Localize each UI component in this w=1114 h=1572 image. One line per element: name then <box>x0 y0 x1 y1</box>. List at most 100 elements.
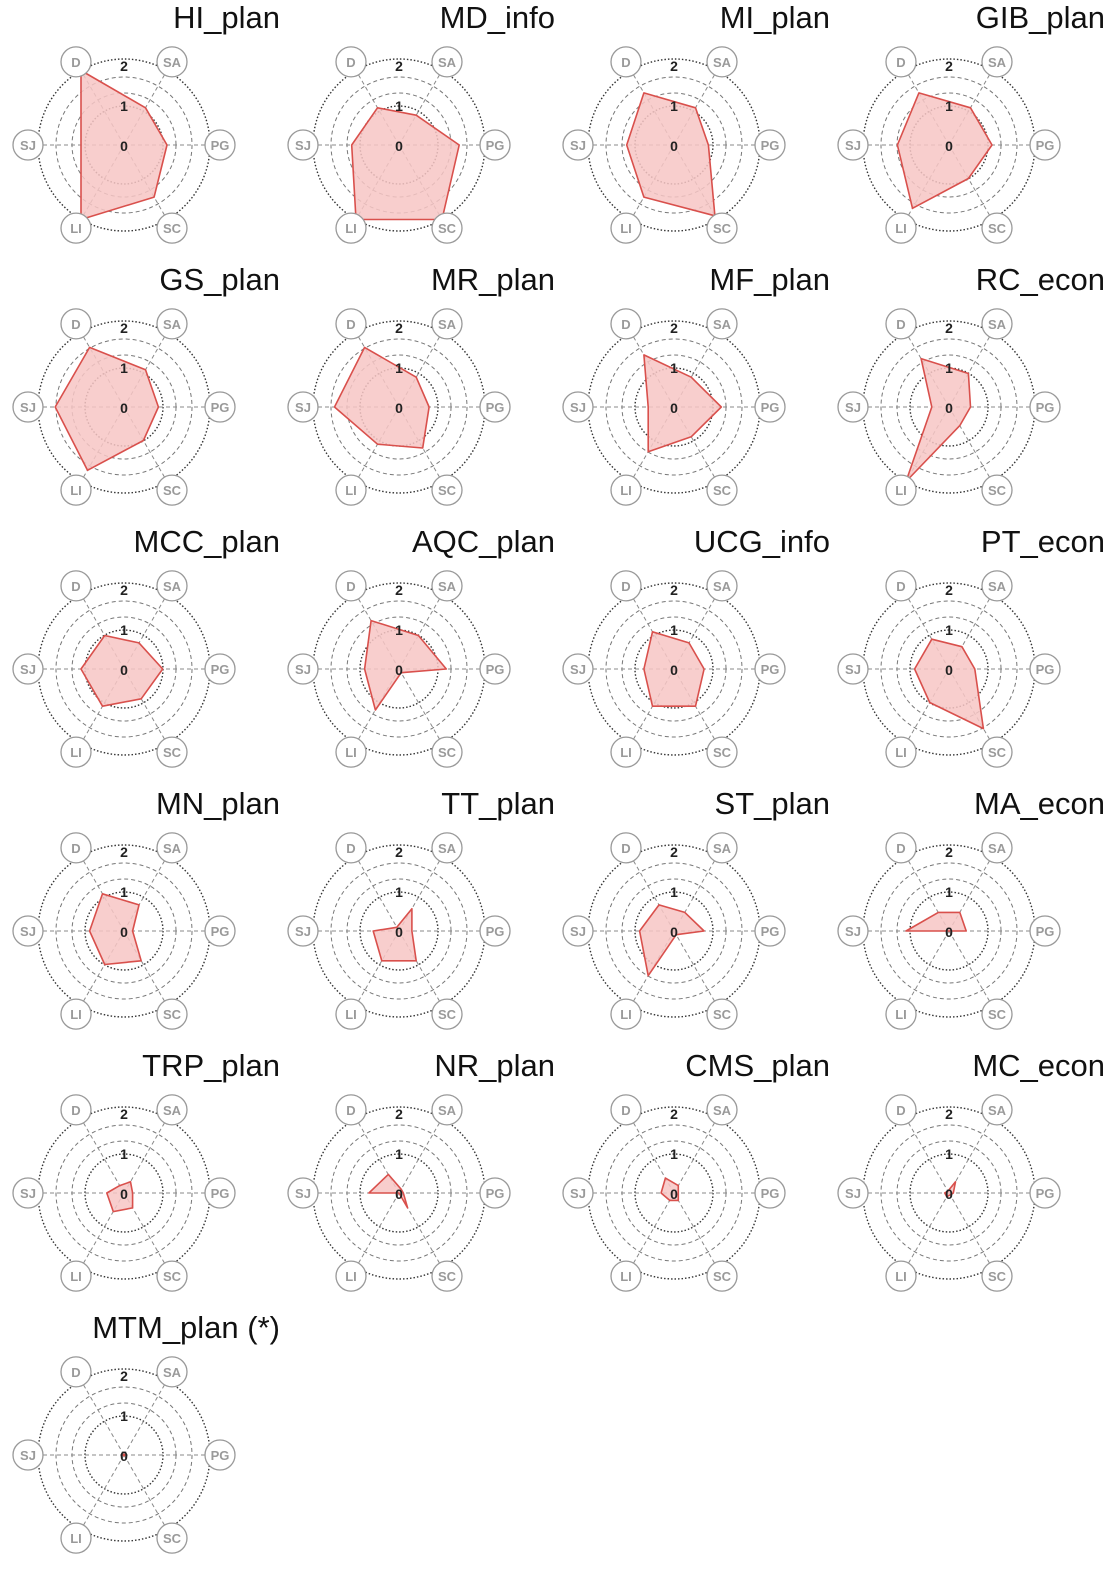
svg-text:SJ: SJ <box>570 1186 586 1201</box>
axis-label-d: D <box>885 46 917 78</box>
grid-ring <box>55 1386 193 1524</box>
svg-text:LI: LI <box>895 1007 907 1022</box>
axis-spoke <box>123 1454 169 1532</box>
axis-label-sa: SA <box>706 46 738 78</box>
r-tick-label: 2 <box>670 58 678 74</box>
axis-spoke <box>948 930 994 1008</box>
svg-text:SA: SA <box>438 579 457 594</box>
axis-label-sc: SC <box>156 212 188 244</box>
svg-text:SJ: SJ <box>20 138 36 153</box>
grid-ring <box>880 600 1018 738</box>
r-tick-label: 2 <box>120 1106 128 1122</box>
radar-panel: MTM_plan (*) 0 1 2 SA PG SC LI SJ D <box>12 1310 280 1572</box>
radar-chart: 0 1 2 SA PG SC LI SJ D <box>837 570 1061 768</box>
svg-text:SA: SA <box>163 841 182 856</box>
svg-text:SC: SC <box>163 221 182 236</box>
axis-label-sc: SC <box>706 998 738 1030</box>
grid-ring <box>880 1124 1018 1262</box>
axis-label-sc: SC <box>431 998 463 1030</box>
grid-ring <box>330 600 468 738</box>
svg-text:PG: PG <box>486 924 505 939</box>
axis-spoke <box>904 1192 950 1270</box>
radar-chart: 0 1 2 SA PG SC LI SJ D <box>287 46 511 244</box>
axis-label-li: LI <box>60 1522 92 1554</box>
r-tick-label: 1 <box>945 622 953 638</box>
svg-text:PG: PG <box>211 924 230 939</box>
data-polygon <box>943 1181 957 1198</box>
svg-text:LI: LI <box>70 1531 82 1546</box>
svg-text:D: D <box>621 55 630 70</box>
grid-ring <box>55 76 193 214</box>
axis-label-d: D <box>60 1356 92 1388</box>
radar-chart: 0 1 2 SA PG SC LI SJ D <box>837 832 1061 1030</box>
chart-title: MA_econ <box>974 786 1105 821</box>
svg-text:D: D <box>896 1103 905 1118</box>
data-polygon <box>333 346 430 449</box>
axis-label-sa: SA <box>156 1356 188 1388</box>
axis-label-pg: PG <box>204 653 236 685</box>
svg-text:SC: SC <box>713 483 732 498</box>
r-tick-label: 1 <box>395 884 403 900</box>
r-tick-label: 2 <box>945 320 953 336</box>
grid-ring <box>55 862 193 1000</box>
svg-text:SC: SC <box>713 1007 732 1022</box>
axis-spoke <box>673 930 719 1008</box>
axis-label-pg: PG <box>1029 391 1061 423</box>
r-tick-label: 1 <box>120 622 128 638</box>
svg-text:LI: LI <box>895 1269 907 1284</box>
svg-text:LI: LI <box>70 1269 82 1284</box>
r-tick-label: 1 <box>670 360 678 376</box>
axis-label-li: LI <box>335 998 367 1030</box>
svg-text:SJ: SJ <box>570 138 586 153</box>
r-tick-label: 1 <box>670 1146 678 1162</box>
radar-chart: 0 1 2 SA PG SC LI SJ D <box>562 570 786 768</box>
axis-label-sa: SA <box>156 1094 188 1126</box>
radar-chart: 0 1 2 SA PG SC LI SJ D <box>287 570 511 768</box>
chart-title: MC_econ <box>972 1048 1105 1083</box>
svg-text:PG: PG <box>761 400 780 415</box>
axis-spoke <box>79 1378 125 1456</box>
svg-text:D: D <box>346 579 355 594</box>
svg-text:SA: SA <box>988 317 1007 332</box>
chart-title: MTM_plan (*) <box>92 1310 280 1345</box>
r-tick-label: 0 <box>670 662 678 678</box>
svg-text:SJ: SJ <box>295 138 311 153</box>
svg-text:SJ: SJ <box>570 400 586 415</box>
svg-text:SJ: SJ <box>570 662 586 677</box>
svg-text:PG: PG <box>211 400 230 415</box>
data-polygon <box>88 893 142 966</box>
axis-label-sc: SC <box>706 474 738 506</box>
axis-label-sa: SA <box>431 570 463 602</box>
svg-text:SJ: SJ <box>20 924 36 939</box>
svg-text:SA: SA <box>163 1365 182 1380</box>
svg-text:PG: PG <box>761 1186 780 1201</box>
r-tick-label: 0 <box>670 1186 678 1202</box>
svg-text:LI: LI <box>345 1007 357 1022</box>
axis-label-d: D <box>60 308 92 340</box>
axis-label-d: D <box>885 308 917 340</box>
chart-title: PT_econ <box>980 524 1105 559</box>
svg-text:LI: LI <box>70 483 82 498</box>
axis-label-sj: SJ <box>287 391 319 423</box>
axis-label-sj: SJ <box>12 1439 44 1471</box>
axis-label-sa: SA <box>981 1094 1013 1126</box>
axis-label-d: D <box>610 1094 642 1126</box>
data-polygon <box>905 357 972 483</box>
r-tick-label: 1 <box>395 1146 403 1162</box>
svg-text:SA: SA <box>163 579 182 594</box>
r-tick-label: 1 <box>395 360 403 376</box>
svg-text:SA: SA <box>163 55 182 70</box>
axis-label-li: LI <box>610 212 642 244</box>
chart-title: MR_plan <box>430 262 555 297</box>
svg-text:D: D <box>621 579 630 594</box>
r-tick-label: 2 <box>945 58 953 74</box>
axis-spoke <box>354 854 400 932</box>
chart-title: UCG_info <box>693 524 830 559</box>
radar-chart: 0 1 2 SA PG SC LI SJ D <box>12 46 236 244</box>
r-tick-label: 0 <box>945 1186 953 1202</box>
radar-chart: 0 1 2 SA PG SC LI SJ D <box>12 308 236 506</box>
axis-spoke <box>123 1116 169 1194</box>
svg-text:D: D <box>346 317 355 332</box>
data-polygon <box>905 911 967 932</box>
radar-panel: MF_plan 0 1 2 SA PG SC LI SJ D <box>562 262 830 524</box>
